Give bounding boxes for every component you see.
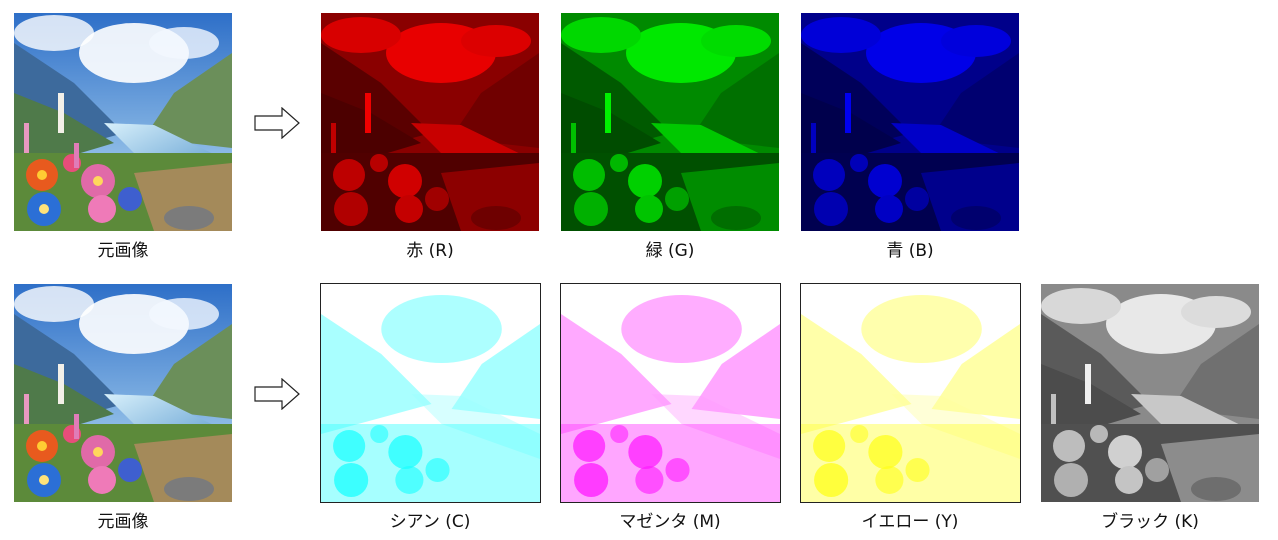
separation-plate-image <box>561 13 779 231</box>
channel-caption-black: ブラック (K) <box>1101 512 1199 532</box>
source-caption-cmyk: 元画像 <box>97 512 149 532</box>
separation-plate-image <box>801 284 1020 502</box>
source-image-rgb <box>14 13 232 231</box>
channel-caption-magenta: マゼンタ (M) <box>619 512 721 532</box>
channel-caption-blue: 青 (B) <box>886 241 934 261</box>
separation-plate-image <box>561 284 780 502</box>
separation-plate-image <box>321 13 539 231</box>
right-arrow-icon <box>254 378 300 410</box>
channel-panel-magenta <box>560 283 781 503</box>
channel-panel-yellow <box>800 283 1021 503</box>
channel-caption-red: 赤 (R) <box>406 241 454 261</box>
channel-caption-cyan: シアン (C) <box>389 512 471 532</box>
channel-panel-blue <box>801 13 1019 231</box>
right-arrow-icon <box>254 107 300 139</box>
channel-panel-green <box>561 13 779 231</box>
source-image-cmyk <box>14 284 232 502</box>
source-caption-rgb: 元画像 <box>97 241 149 261</box>
channel-panel-cyan <box>320 283 541 503</box>
channel-panel-red <box>321 13 539 231</box>
channel-panel-black <box>1041 284 1259 502</box>
separation-plate-image <box>1041 284 1259 502</box>
separation-plate-image <box>321 284 540 502</box>
channel-caption-green: 緑 (G) <box>645 241 695 261</box>
separation-plate-image <box>801 13 1019 231</box>
channel-caption-yellow: イエロー (Y) <box>861 512 959 532</box>
